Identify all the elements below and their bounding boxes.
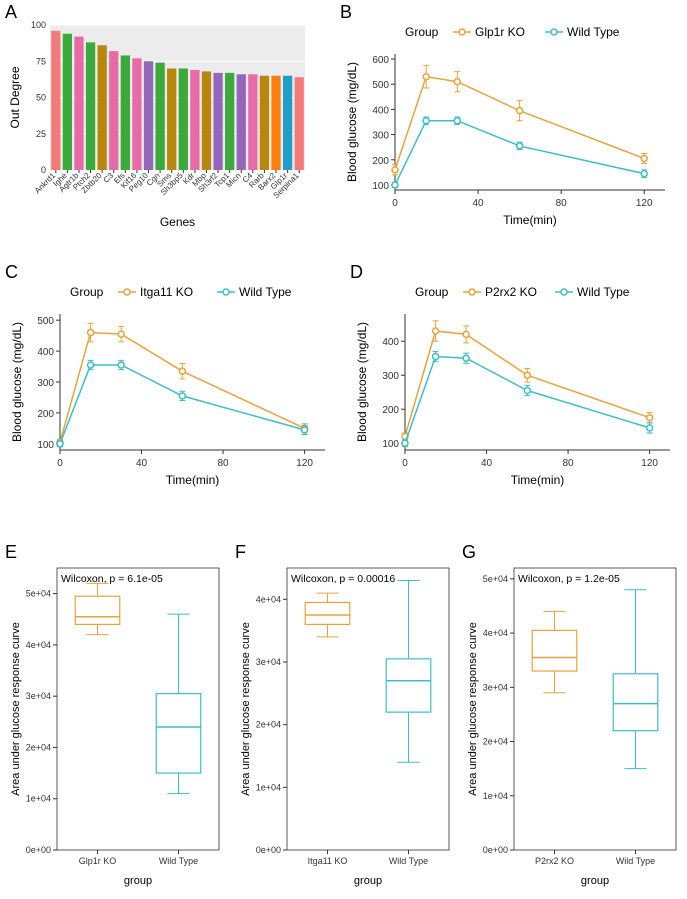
svg-text:Wild Type: Wild Type xyxy=(567,25,620,39)
svg-text:2e+04: 2e+04 xyxy=(483,737,508,747)
svg-text:500: 500 xyxy=(37,316,54,327)
svg-text:50: 50 xyxy=(36,93,46,103)
svg-text:Wilcoxon, p = 6.1e-05: Wilcoxon, p = 6.1e-05 xyxy=(61,573,163,585)
svg-text:0e+00: 0e+00 xyxy=(26,845,51,855)
svg-text:Group: Group xyxy=(405,25,439,39)
svg-text:group: group xyxy=(354,875,382,887)
svg-text:5e+04: 5e+04 xyxy=(26,589,51,599)
svg-text:120: 120 xyxy=(636,198,653,209)
svg-text:200: 200 xyxy=(372,156,389,167)
svg-text:0e+00: 0e+00 xyxy=(256,845,281,855)
svg-text:Wild Type: Wild Type xyxy=(159,856,198,866)
svg-text:P2rx2 KO: P2rx2 KO xyxy=(535,856,574,866)
svg-text:400: 400 xyxy=(37,347,54,358)
svg-text:Wild Type: Wild Type xyxy=(616,856,655,866)
svg-text:100: 100 xyxy=(37,440,54,451)
svg-text:0: 0 xyxy=(57,458,63,469)
svg-text:Wild Type: Wild Type xyxy=(577,285,630,299)
svg-text:Wilcoxon, p = 0.00016: Wilcoxon, p = 0.00016 xyxy=(291,573,395,585)
svg-text:Group: Group xyxy=(70,285,104,299)
svg-text:Genes: Genes xyxy=(160,215,195,229)
svg-text:Glp1r KO: Glp1r KO xyxy=(79,856,117,866)
svg-text:200: 200 xyxy=(37,409,54,420)
svg-text:1e+04: 1e+04 xyxy=(26,794,51,804)
svg-text:200: 200 xyxy=(382,405,399,416)
svg-text:Itga11 KO: Itga11 KO xyxy=(308,856,348,866)
svg-text:Time(min): Time(min) xyxy=(166,473,220,487)
svg-text:500: 500 xyxy=(372,80,389,91)
panel-a: 0255075100Ankrd1IgheAgtr1bPtch2Zbtb20C3E… xyxy=(5,20,310,230)
svg-text:Time(min): Time(min) xyxy=(511,473,565,487)
svg-text:Area under glucose response cu: Area under glucose response curve xyxy=(240,622,252,796)
panel-g: 0e+00 1e+04 2e+04 3e+04 4e+04 5e+04 Wilcoxon, … xyxy=(462,560,682,890)
svg-text:0: 0 xyxy=(41,165,46,175)
svg-text:Glp1r KO: Glp1r KO xyxy=(475,25,525,39)
svg-text:1e+04: 1e+04 xyxy=(483,791,508,801)
svg-text:Area under glucose response cu: Area under glucose response curve xyxy=(10,622,22,796)
svg-text:P2rx2 KO: P2rx2 KO xyxy=(485,285,537,299)
svg-text:4e+04: 4e+04 xyxy=(256,594,281,604)
svg-text:75: 75 xyxy=(36,56,46,66)
svg-text:Itga11 KO: Itga11 KO xyxy=(140,285,193,299)
svg-text:4e+04: 4e+04 xyxy=(26,640,51,650)
svg-text:40: 40 xyxy=(481,458,493,469)
panel-e: 0e+00 1e+04 2e+04 3e+04 4e+04 5e+04 Wilcoxon, … xyxy=(5,560,225,890)
svg-text:Time(min): Time(min) xyxy=(503,213,557,227)
svg-text:300: 300 xyxy=(372,131,389,142)
svg-text:80: 80 xyxy=(556,198,568,209)
panel-b: Group Glp1r KO Wild Type 0 40 80 120 100 200 300 4… xyxy=(340,20,675,230)
svg-text:Blood glucose (mg/dL): Blood glucose (mg/dL) xyxy=(355,322,369,442)
panel-f: 0e+00 1e+04 2e+04 3e+04 4e+04 Wilcoxon, p = 0… xyxy=(235,560,455,890)
figure-container: A 0255075100Ankrd1IgheAgtr1bPtch2Zbtb20C… xyxy=(0,0,687,899)
svg-text:Blood glucose (mg/dL): Blood glucose (mg/dL) xyxy=(10,322,24,442)
svg-text:0e+00: 0e+00 xyxy=(483,845,508,855)
svg-text:120: 120 xyxy=(641,458,658,469)
svg-text:group: group xyxy=(124,875,152,887)
svg-text:80: 80 xyxy=(563,458,575,469)
svg-text:120: 120 xyxy=(296,458,313,469)
svg-text:400: 400 xyxy=(382,337,399,348)
svg-text:100: 100 xyxy=(382,439,399,450)
svg-text:group: group xyxy=(581,875,609,887)
svg-text:80: 80 xyxy=(218,458,230,469)
panel-c: Group Itga11 KO Wild Type 0 40 80 120 100 200 300… xyxy=(5,280,335,490)
svg-text:300: 300 xyxy=(37,378,54,389)
svg-text:100: 100 xyxy=(372,181,389,192)
svg-text:0: 0 xyxy=(392,198,398,209)
svg-text:Group: Group xyxy=(415,285,449,299)
svg-text:600: 600 xyxy=(372,55,389,66)
svg-text:300: 300 xyxy=(382,371,399,382)
svg-text:100: 100 xyxy=(31,20,46,30)
svg-text:40: 40 xyxy=(136,458,148,469)
svg-text:Out Degree: Out Degree xyxy=(8,66,22,128)
svg-text:40: 40 xyxy=(473,198,485,209)
svg-text:Wild Type: Wild Type xyxy=(389,856,428,866)
svg-text:Blood glucose (mg/dL): Blood glucose (mg/dL) xyxy=(345,62,359,182)
svg-text:1e+04: 1e+04 xyxy=(256,782,281,792)
svg-text:3e+04: 3e+04 xyxy=(256,657,281,667)
svg-text:Wild Type: Wild Type xyxy=(239,285,292,299)
svg-text:5e+04: 5e+04 xyxy=(483,574,508,584)
svg-text:2e+04: 2e+04 xyxy=(26,742,51,752)
svg-text:Wilcoxon, p = 1.2e-05: Wilcoxon, p = 1.2e-05 xyxy=(518,573,620,585)
svg-text:3e+04: 3e+04 xyxy=(483,682,508,692)
svg-text:Area under glucose response cu: Area under glucose response curve xyxy=(467,622,479,796)
svg-text:0: 0 xyxy=(402,458,408,469)
svg-text:3e+04: 3e+04 xyxy=(26,691,51,701)
svg-text:4e+04: 4e+04 xyxy=(483,628,508,638)
svg-text:400: 400 xyxy=(372,105,389,116)
svg-text:2e+04: 2e+04 xyxy=(256,720,281,730)
panel-d: Group P2rx2 KO Wild Type 0 40 80 120 100 200 300 4… xyxy=(350,280,680,490)
svg-text:25: 25 xyxy=(36,129,46,139)
